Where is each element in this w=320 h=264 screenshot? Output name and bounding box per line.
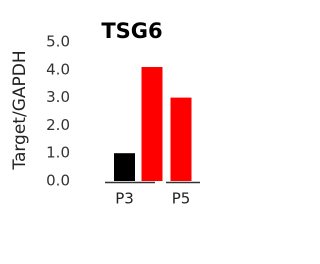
y-axis-label: Target/GAPDH	[10, 50, 30, 170]
y-tick-label: 4.0	[46, 60, 70, 78]
y-tick-label: 5.0	[46, 33, 70, 51]
x-tick-label: P5	[172, 190, 191, 208]
bar	[141, 67, 163, 181]
chart-title: TSG6	[101, 19, 162, 43]
x-tick-label: P3	[115, 190, 134, 208]
y-tick-label: 0.0	[46, 172, 70, 190]
bar	[170, 97, 192, 181]
y-tick-label: 1.0	[46, 144, 70, 162]
chart: TSG6 Target/GAPDH 0.0 1.0 2.0 3.0 4.0 5.0 P3 P5	[10, 19, 200, 208]
bar	[114, 153, 135, 181]
y-tick-label: 3.0	[46, 88, 70, 106]
y-tick-label: 2.0	[46, 116, 70, 134]
